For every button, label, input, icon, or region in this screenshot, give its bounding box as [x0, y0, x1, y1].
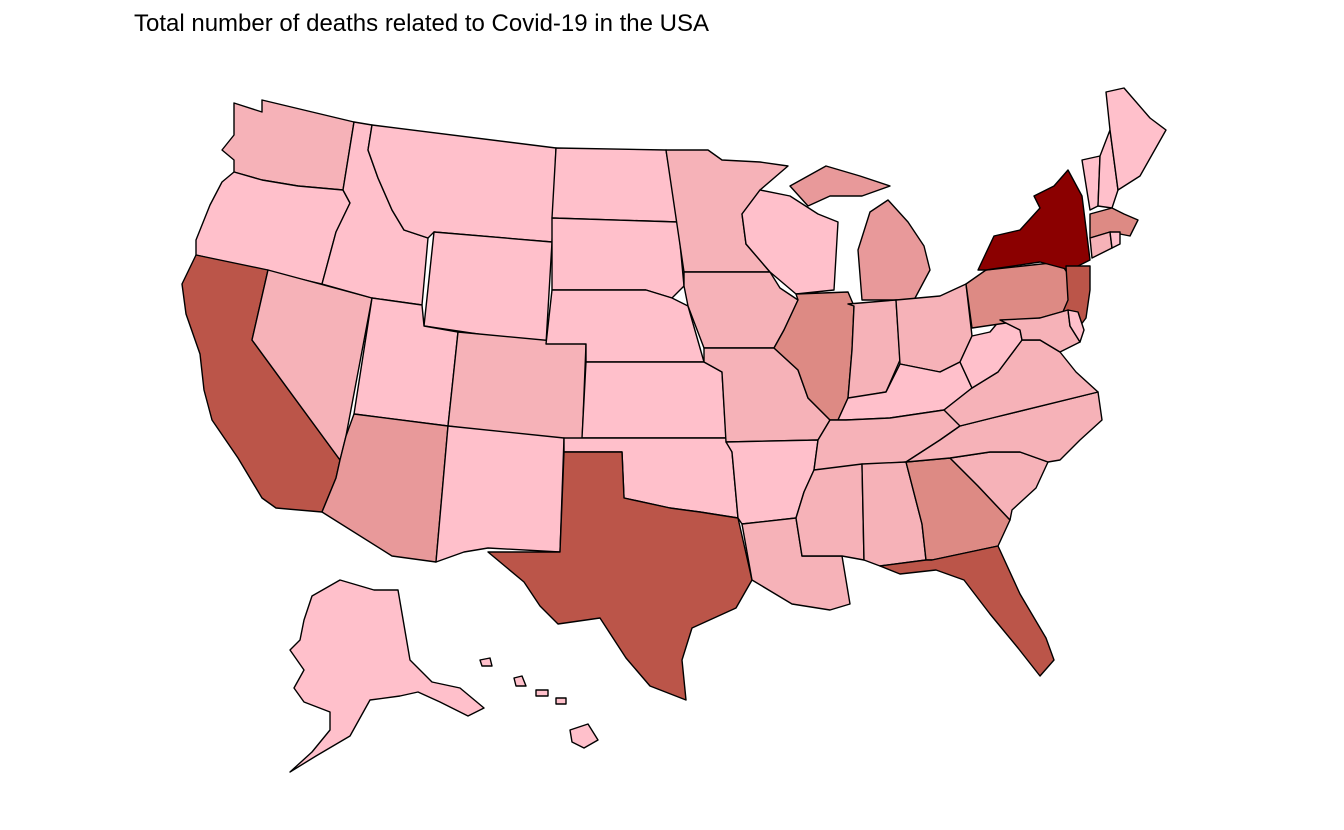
state-colorado[interactable]: [447, 331, 587, 445]
state-alaska[interactable]: [289, 579, 485, 773]
state-new-mexico[interactable]: [435, 425, 565, 563]
state-maryland[interactable]: [999, 309, 1081, 353]
state-florida[interactable]: [879, 545, 1055, 677]
state-wisconsin[interactable]: [741, 189, 839, 295]
state-rhode-island[interactable]: [1109, 231, 1121, 249]
state-texas[interactable]: [487, 451, 753, 701]
state-south-dakota[interactable]: [551, 217, 685, 299]
state-north-dakota[interactable]: [551, 147, 679, 223]
state-maine[interactable]: [1105, 87, 1167, 191]
state-hawaii[interactable]: [479, 657, 599, 749]
state-michigan[interactable]: [789, 165, 931, 301]
state-new-york[interactable]: [977, 169, 1091, 271]
state-new-hampshire[interactable]: [1097, 129, 1119, 209]
state-wyoming[interactable]: [423, 231, 553, 345]
state-vermont[interactable]: [1081, 155, 1101, 211]
state-kansas[interactable]: [581, 361, 727, 439]
page-title: Total number of deaths related to Covid-…: [134, 10, 709, 37]
state-delaware[interactable]: [1067, 309, 1085, 343]
